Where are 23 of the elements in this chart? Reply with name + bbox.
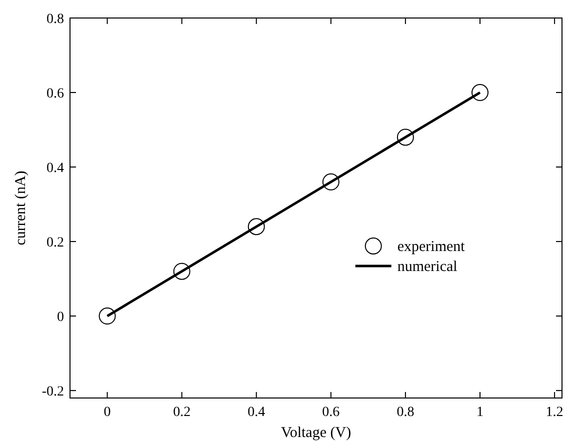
legend-label: numerical [397,259,458,275]
point [98,308,116,325]
x-tick-label: 1 [476,405,484,420]
y-tick-label: 0 [57,310,64,326]
point [322,173,340,190]
x-tick-label: 1.2 [546,405,564,420]
y-tick-label: 0.2 [46,236,64,251]
x-tick-label: 0.4 [248,405,266,420]
x-tick-label: 0.6 [322,405,340,420]
point [472,84,488,102]
x-axis-title: Voltage (V) [280,425,352,441]
x-tick-label: 0 [104,405,111,420]
x-tick-label: 0.8 [396,405,414,420]
y-tick-label: 0.4 [46,161,64,176]
y-tick-label: 0.6 [46,86,64,102]
point [396,128,414,146]
point [173,262,190,280]
point [248,218,265,236]
y-axis-title: current (nA) [13,170,29,246]
legend-label: experiment [397,239,466,255]
y-tick-label: -0.2 [42,384,64,400]
x-tick-label: 0.2 [173,405,191,420]
y-tick-label: 0.8 [46,12,64,27]
